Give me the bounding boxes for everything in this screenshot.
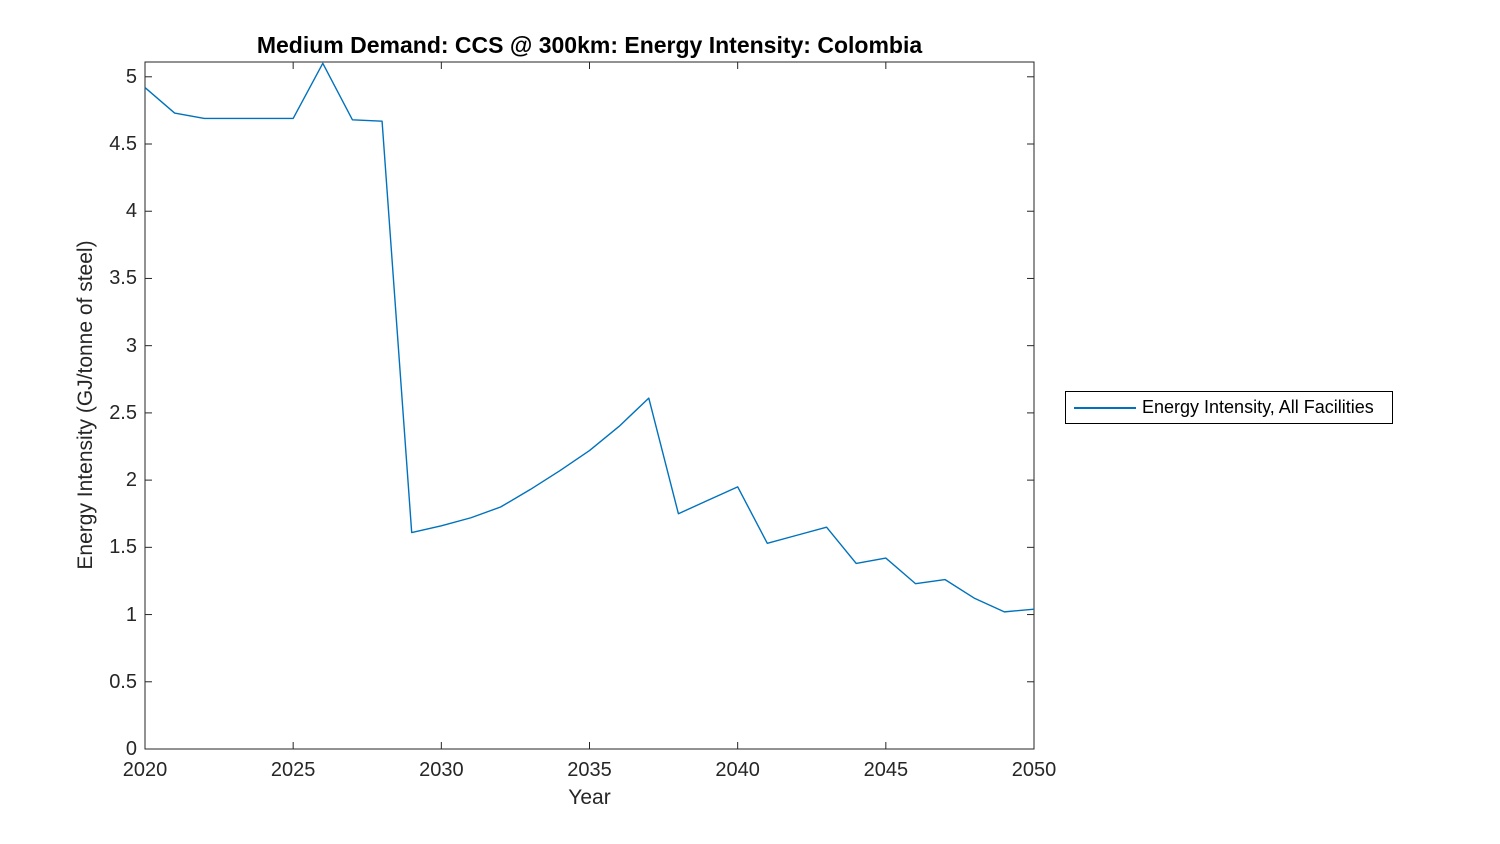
- y-tick-label: 0.5: [109, 670, 137, 693]
- y-tick-label: 3: [125, 334, 137, 357]
- y-tick-label: 4: [125, 200, 137, 223]
- y-tick-label: 1: [125, 603, 137, 626]
- y-tick-label: 5: [125, 65, 137, 88]
- legend-label: Energy Intensity, All Facilities: [1142, 397, 1374, 417]
- y-tick-label: 0: [125, 738, 137, 760]
- chart-title: Medium Demand: CCS @ 300km: Energy Inten…: [256, 32, 923, 58]
- x-tick-label: 2025: [270, 759, 316, 781]
- x-axis-label: Year: [568, 786, 611, 809]
- data-line: [144, 62, 1035, 613]
- legend-line-sample-icon: [1074, 406, 1136, 409]
- y-tick-label: 3.5: [109, 267, 137, 290]
- y-tick-label: 2: [125, 469, 137, 492]
- legend-box: Energy Intensity, All Facilities: [1065, 391, 1393, 424]
- x-tick-label: 2030: [419, 759, 464, 781]
- x-tick-label: 2035: [567, 759, 612, 781]
- y-tick-label: 2.5: [109, 401, 137, 424]
- x-tick-label: 2020: [122, 759, 168, 781]
- x-tick-label: 2050: [1011, 759, 1057, 781]
- axes-box: [144, 61, 1035, 750]
- y-tick-label: 1.5: [109, 536, 137, 559]
- x-tick-label: 2040: [715, 759, 760, 781]
- y-tick-label: 4.5: [109, 133, 137, 155]
- x-tick-label: 2045: [863, 759, 909, 781]
